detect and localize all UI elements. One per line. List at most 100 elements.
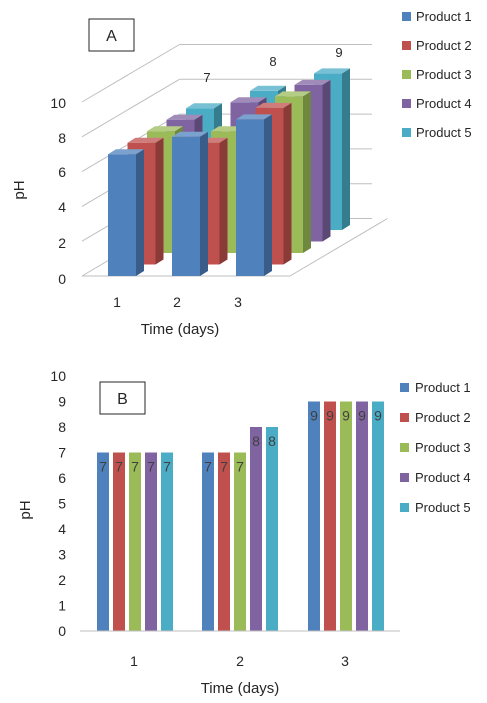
chart-a-legend-item: Product 2 <box>402 38 472 53</box>
chart-b-legend-label: Product 4 <box>415 470 471 485</box>
chart-a-bar-top <box>255 102 292 108</box>
chart-b-x-axis-label: Time (days) <box>201 680 280 697</box>
chart-b-data-label: 9 <box>342 408 350 424</box>
chart-a-bar-front <box>172 136 200 276</box>
chart-a-bar-front <box>236 119 264 277</box>
chart-a-panel-label: A <box>106 28 117 45</box>
chart-a-bar-top <box>230 97 267 103</box>
chart-b-bar <box>113 452 125 631</box>
chart-b-legend-label: Product 1 <box>415 380 471 395</box>
chart-b-y-tick: 2 <box>58 572 66 588</box>
chart-b-y-tick: 4 <box>58 521 66 537</box>
chart-b-bar <box>97 452 109 631</box>
chart-b-legend-item: Product 1 <box>400 380 471 395</box>
chart-b-data-label: 7 <box>99 459 107 475</box>
chart-a-bar-side <box>322 79 331 242</box>
chart-b-data-label: 8 <box>268 433 276 449</box>
chart-b-bar <box>324 401 336 631</box>
chart-a-bar <box>236 114 272 277</box>
chart-b-x-tick: 1 <box>130 653 138 669</box>
chart-b-legend-item: Product 3 <box>400 440 471 455</box>
chart-b-bar <box>356 401 368 631</box>
chart-b-data-label: 8 <box>252 433 260 449</box>
chart-a-bar-top <box>108 149 144 155</box>
chart-a: 7 8 9 0 2 4 6 8 10 1 2 3 Time (days) pH … <box>11 9 472 338</box>
chart-b-data-label: 9 <box>358 408 366 424</box>
chart-b-data-label: 7 <box>163 459 171 475</box>
chart-a-x-tick: 3 <box>234 294 242 310</box>
chart-a-legend-swatch <box>402 12 411 21</box>
chart-a-bar-top <box>294 79 331 85</box>
chart-b-bars <box>97 401 384 631</box>
chart-a-bar-side <box>303 91 311 254</box>
chart-a-y-tick: 0 <box>58 271 66 287</box>
chart-a-legend-label: Product 5 <box>416 125 472 140</box>
chart-a-floor-edge <box>289 218 388 277</box>
chart-a-gridline <box>81 78 180 138</box>
chart-a-data-label: 8 <box>269 54 276 69</box>
chart-b-y-tick: 9 <box>58 394 66 410</box>
chart-a-y-tick-labels: 0 2 4 6 8 10 <box>50 95 66 287</box>
chart-b-bar <box>129 452 141 631</box>
chart-b-legend-swatch <box>400 473 409 482</box>
chart-b-data-label: 9 <box>326 408 334 424</box>
chart-a-data-label: 7 <box>203 70 210 85</box>
chart-a-bar-top <box>314 68 350 74</box>
chart-b-bar <box>218 452 230 631</box>
chart-a-legend-label: Product 4 <box>416 96 472 111</box>
chart-a-bar-top <box>275 91 311 97</box>
chart-b-panel-label: B <box>117 391 128 408</box>
chart-a-panel-label-box: A <box>88 18 135 52</box>
chart-a-bar-side <box>200 131 208 276</box>
chart-b-legend-item: Product 5 <box>400 500 471 515</box>
chart-a-bar-top <box>166 114 203 120</box>
chart-a-legend-item: Product 1 <box>402 9 472 24</box>
chart-b-data-label: 7 <box>236 459 244 475</box>
chart-b-bar <box>266 427 278 631</box>
chart-a-x-axis-label: Time (days) <box>141 321 220 338</box>
chart-a-bar-side <box>283 102 292 265</box>
chart-b-bar <box>234 452 246 631</box>
chart-b-y-tick: 3 <box>58 547 66 563</box>
chart-a-legend-swatch <box>402 99 411 108</box>
chart-a-y-tick: 2 <box>58 235 66 251</box>
chart-a-legend-swatch <box>402 128 411 137</box>
chart-b-x-tick: 2 <box>236 653 244 669</box>
chart-b-bar <box>372 401 384 631</box>
chart-b-legend-swatch <box>400 503 409 512</box>
chart-b-legend-item: Product 4 <box>400 470 471 485</box>
chart-b-bar <box>161 452 173 631</box>
chart-b-y-tick: 6 <box>58 470 66 486</box>
chart-a-legend-item: Product 4 <box>402 96 472 111</box>
chart-a-legend-swatch <box>402 41 411 50</box>
chart-b-panel-label-box: B <box>99 381 146 415</box>
chart-b-y-tick: 5 <box>58 496 66 512</box>
chart-b-legend-swatch <box>400 413 409 422</box>
chart-a-bar-top <box>250 85 286 91</box>
chart-b-bar <box>308 401 320 631</box>
chart-a-bar <box>172 131 208 276</box>
chart-b-bar <box>145 452 157 631</box>
chart-b-legend: Product 1 Product 2 Product 3 Product 4 Prod… <box>400 380 471 515</box>
chart-a-legend-item: Product 5 <box>402 125 472 140</box>
chart-a-data-labels: 7 8 9 <box>203 45 342 85</box>
chart-a-x-tick: 2 <box>173 294 181 310</box>
chart-b-data-label: 9 <box>310 408 318 424</box>
chart-a-y-tick: 10 <box>50 95 66 111</box>
chart-b-y-tick: 1 <box>58 598 66 614</box>
chart-a-legend-swatch <box>402 70 411 79</box>
chart-b-legend-swatch <box>400 383 409 392</box>
chart-a-bar-side <box>219 137 228 265</box>
chart-b-data-label: 7 <box>220 459 228 475</box>
chart-a-bar <box>108 149 144 276</box>
chart-a-bar-side <box>136 149 144 276</box>
chart-b-legend-label: Product 3 <box>415 440 471 455</box>
chart-b-x-tick: 3 <box>341 653 349 669</box>
chart-b-y-tick: 10 <box>50 368 66 384</box>
chart-a-y-tick: 6 <box>58 164 66 180</box>
chart-b-data-label: 7 <box>147 459 155 475</box>
chart-b-bar <box>340 401 352 631</box>
chart-b-data-label: 7 <box>131 459 139 475</box>
